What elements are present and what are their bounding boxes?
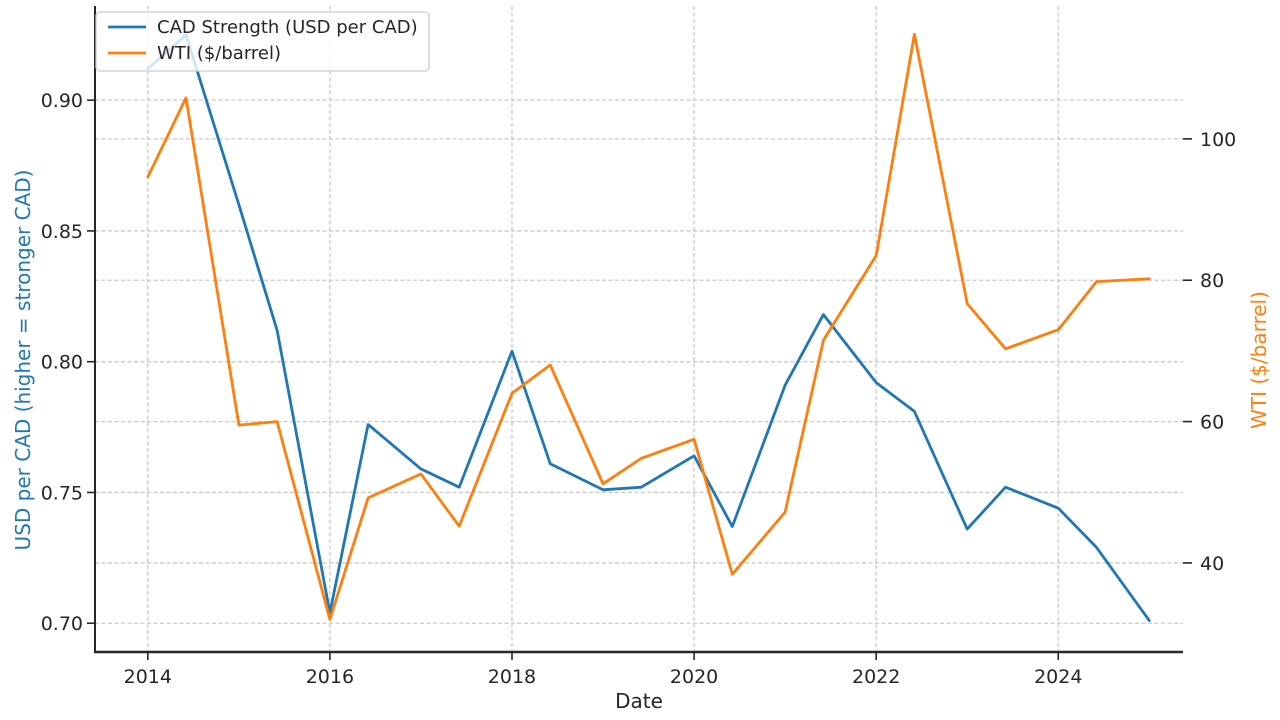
- x-tick-label: 2014: [124, 666, 172, 688]
- x-tick-label: 2020: [670, 666, 718, 688]
- series-lines: [146, 32, 1151, 622]
- right-tick-label: 80: [1200, 270, 1224, 292]
- axes-spines: [94, 6, 1183, 654]
- x-tick-label: 2024: [1034, 666, 1082, 688]
- right-axis-title: WTI ($/barrel): [1247, 291, 1271, 429]
- legend: CAD Strength (USD per CAD) WTI ($/barrel): [95, 11, 430, 72]
- left-tick-label: 0.80: [41, 352, 83, 374]
- left-tick-label: 0.75: [41, 482, 83, 504]
- left-tick-label: 0.85: [41, 221, 83, 243]
- right-tick-label: 100: [1200, 129, 1236, 151]
- x-tick-label: 2022: [852, 666, 900, 688]
- right-tick-label: 60: [1200, 412, 1224, 434]
- left-tick-label: 0.70: [41, 613, 83, 635]
- legend-label: WTI ($/barrel): [157, 43, 281, 64]
- axis-ticks: 2014 2016 2018 2020 2022 2024 0.70 0.75 0.80 0.85…: [41, 90, 1237, 688]
- left-axis-title: USD per CAD (higher = stronger CAD): [11, 170, 35, 551]
- legend-box: [95, 11, 430, 72]
- x-axis-title: Date: [615, 689, 663, 713]
- series-line-left: [146, 33, 1151, 622]
- x-tick-label: 2018: [488, 666, 536, 688]
- left-tick-label: 0.90: [41, 90, 83, 112]
- right-tick-label: 40: [1200, 553, 1224, 575]
- series-line-right: [146, 32, 1151, 621]
- legend-label: CAD Strength (USD per CAD): [157, 17, 418, 38]
- gridlines: [95, 6, 1183, 652]
- x-tick-label: 2016: [306, 666, 354, 688]
